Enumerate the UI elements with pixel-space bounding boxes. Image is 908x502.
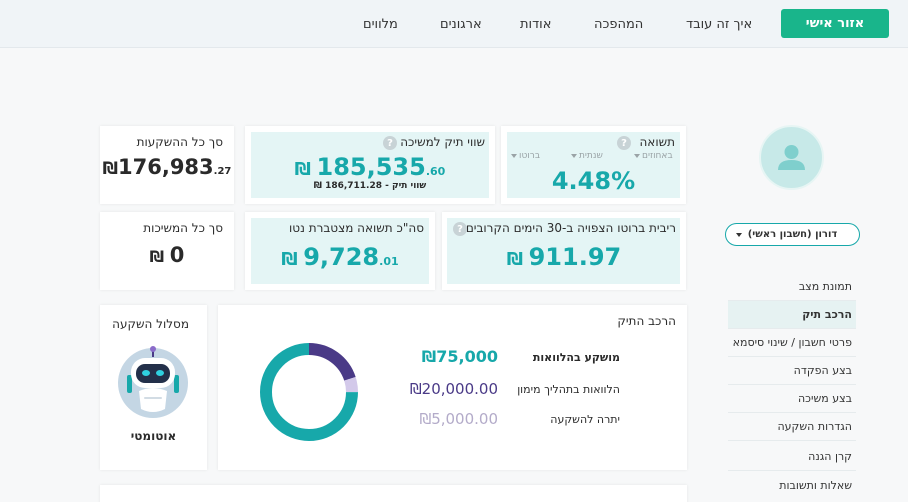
expected-interest-amount: ₪ 911.97 — [506, 243, 622, 271]
net-return-amount: ₪ 9,728.01 — [281, 243, 399, 271]
composition-title: הרכב התיק — [617, 314, 676, 328]
sidebar-item-protection-fund[interactable]: קרן הגנה — [728, 443, 856, 471]
user-icon — [778, 145, 805, 170]
total-withdrawals-amount: ₪ 0 — [149, 243, 185, 267]
donut-segment-balance — [260, 343, 358, 441]
composition-label-in-funding: הלוואות בתהליך מימון — [517, 383, 620, 396]
tab-gross[interactable]: ברוטו — [511, 151, 540, 161]
donut-segment-invested — [260, 343, 358, 441]
return-title: תשואה — [639, 135, 675, 149]
nav-mentors[interactable]: מלווים — [363, 16, 398, 32]
chevron-down-icon — [736, 233, 742, 237]
portfolio-value-card: שווי תיק למשיכה ? ₪ 185,535.60 שווי תיק … — [245, 126, 495, 204]
composition-value-balance: ₪5,000.00 — [419, 410, 498, 428]
expected-interest-title: ריבית ברוטו הצפויה ב-30 הימים הקרובים — [465, 221, 676, 235]
sidebar-item-deposit[interactable]: בצע הפקדה — [728, 357, 856, 385]
sidebar-item-snapshot[interactable]: תמונת מצב — [728, 273, 856, 301]
sidebar-item-investment-settings[interactable]: הגדרות השקעה — [728, 413, 856, 441]
net-return-card: סה"כ תשואה מצטברת נטו ₪ 9,728.01 — [245, 212, 435, 290]
top-header: אזור אישי איך זה עובד המהפכה אודות ארגונ… — [0, 0, 908, 48]
avatar[interactable] — [759, 125, 824, 190]
help-icon[interactable]: ? — [453, 222, 467, 236]
total-investments-amount: ₪176,983.27 — [102, 155, 232, 179]
portfolio-value-title: שווי תיק למשיכה — [400, 135, 485, 149]
expected-interest-card: ריבית ברוטו הצפויה ב-30 הימים הקרובים ? … — [442, 212, 686, 290]
sidebar-item-faq[interactable]: שאלות ותשובות — [779, 478, 852, 492]
composition-label-invested: מושקע בהלוואות — [532, 351, 620, 364]
tab-annual[interactable]: שנתית — [571, 151, 603, 161]
chevron-down-icon — [511, 153, 517, 158]
portfolio-value-sub: שווי תיק - 186,711.28 ₪ — [313, 181, 427, 191]
composition-donut-chart — [260, 343, 358, 441]
personal-area-button[interactable]: אזור אישי — [781, 9, 889, 38]
return-card: תשואה ? באחוזים שנתית ברוטו 4.48% — [501, 126, 686, 204]
nav-about[interactable]: אודות — [520, 16, 552, 32]
investment-track-value: אוטומטי — [130, 429, 177, 443]
portfolio-value-amount: ₪ 185,535.60 — [294, 153, 446, 181]
nav-how-it-works[interactable]: איך זה עובד — [686, 16, 753, 32]
portfolio-composition-card: הרכב התיק מושקע בהלוואות ₪75,000 הלוואות… — [218, 305, 687, 470]
total-withdrawals-title: סך כל המשיכות — [143, 221, 223, 235]
investment-track-title: מסלול השקעה — [112, 317, 189, 331]
composition-value-in-funding: ₪20,000.00 — [409, 380, 498, 398]
help-icon[interactable]: ? — [617, 136, 631, 150]
total-investments-card: סך כל ההשקעות ₪176,983.27 — [100, 126, 234, 204]
composition-label-balance: יתרה להשקעה — [550, 413, 620, 426]
bottom-card — [100, 485, 687, 502]
account-label: דורון (חשבון ראשי) — [747, 229, 838, 240]
sidebar-item-withdraw[interactable]: בצע משיכה — [728, 385, 856, 413]
robot-icon — [118, 346, 188, 418]
sidebar-item-account-details[interactable]: פרטי חשבון / שינוי סיסמא — [728, 329, 856, 357]
help-icon[interactable]: ? — [383, 136, 397, 150]
account-selector[interactable]: דורון (חשבון ראשי) — [725, 223, 860, 246]
chevron-down-icon — [571, 153, 577, 158]
total-investments-title: סך כל ההשקעות — [136, 135, 223, 149]
total-withdrawals-card: סך כל המשיכות ₪ 0 — [100, 212, 234, 290]
net-return-title: סה"כ תשואה מצטברת נטו — [289, 221, 424, 235]
return-value: 4.48% — [551, 167, 636, 195]
chevron-down-icon — [634, 153, 640, 158]
nav-revolution[interactable]: המהפכה — [594, 16, 644, 32]
tab-percent[interactable]: באחוזים — [634, 151, 673, 161]
sidebar-item-portfolio[interactable]: הרכב תיק — [728, 301, 856, 329]
nav-organizations[interactable]: ארגונים — [440, 16, 482, 32]
composition-value-invested: ₪75,000 — [421, 347, 498, 366]
investment-track-card: מסלול השקעה אוטומטי — [100, 305, 207, 470]
